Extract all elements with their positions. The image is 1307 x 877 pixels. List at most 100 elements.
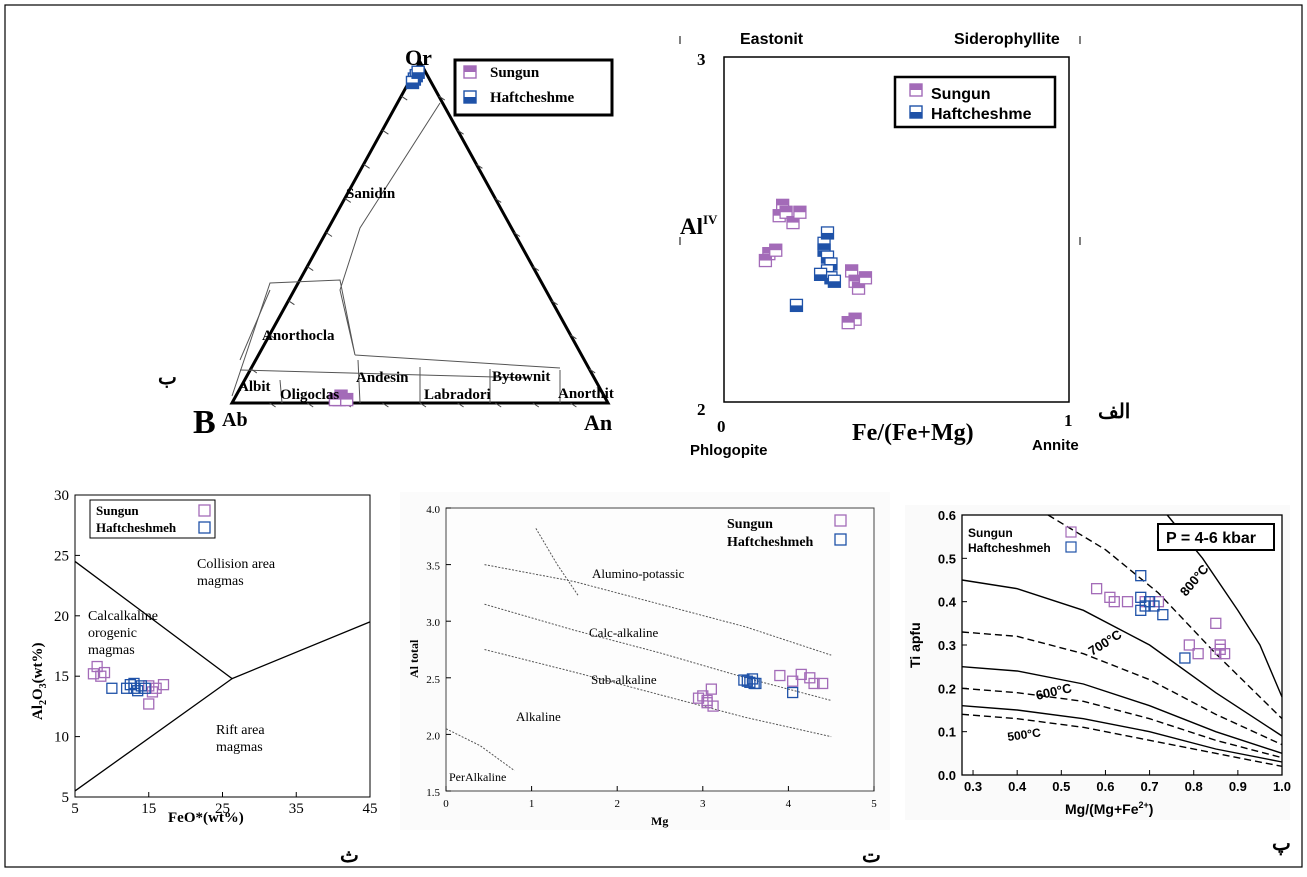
region-calc-1: Calcalkaline <box>88 609 158 624</box>
ti-y-tick-label: 0.3 <box>938 638 956 653</box>
legend-marker-sungun <box>834 514 847 527</box>
legend-marker-haftcheshmeh <box>834 533 847 546</box>
feo-point <box>143 698 155 710</box>
feo-y-axis-part: Al <box>30 705 46 720</box>
biotite-point-fill <box>762 247 775 254</box>
altotal-x-tick-label: 5 <box>871 798 877 810</box>
legend-label-sungun: Sungun <box>968 526 1013 540</box>
y-tick-3: 3 <box>697 50 706 69</box>
ternary-tick <box>532 266 540 272</box>
legend-label-sungun: Sungun <box>96 503 139 518</box>
ti-x-tick-label: 0.4 <box>1008 779 1027 794</box>
biotite-y-axis-sup: IV <box>703 212 718 227</box>
legend-label-haftcheshmeh: Haftcheshmeh <box>96 520 177 535</box>
isotherm-700 <box>961 579 1283 737</box>
panel-label-alef: الف <box>1098 401 1130 423</box>
legend-box <box>89 499 216 539</box>
biotite-y-axis-title: AlIV <box>680 212 718 239</box>
feo-point <box>128 677 140 690</box>
biotite-y-axis-main: Al <box>680 214 703 239</box>
region-sub: Sub-alkaline <box>591 672 657 687</box>
feo-plot-frame <box>74 494 371 798</box>
field-label-anorthit: Anorthit <box>558 386 614 402</box>
ti-point <box>1183 639 1195 651</box>
ternary-boundary-line <box>239 369 531 379</box>
ternary-tick <box>306 266 314 272</box>
ternary-tick <box>382 129 389 135</box>
ternary-tick <box>570 334 577 340</box>
feo-boundary-lower <box>74 678 233 792</box>
feo-y-tick-label: 30 <box>54 488 69 504</box>
ternary-tick <box>325 232 333 237</box>
region-alumino: Alumino-potassic <box>592 566 685 581</box>
biotite-point-fill <box>849 275 862 282</box>
field-label-labradori: Labradori <box>424 387 491 403</box>
feo-x-tick-label: 15 <box>141 801 156 817</box>
region-calc-2: orogenic <box>88 626 137 641</box>
altotal-x-tick-label: 0 <box>443 798 449 810</box>
feo-ticks: 5 15 25 35 45 5 10 15 20 25 30 <box>54 488 378 817</box>
feo-y-axis-part: O <box>30 688 46 700</box>
field-label-albit: Albit <box>238 379 271 395</box>
biotite-point-fill <box>852 282 865 289</box>
ti-x-tick-label: 0.3 <box>964 779 982 794</box>
feo-y-tick-label: 10 <box>54 730 69 746</box>
altotal-boundary-alumino <box>484 564 832 656</box>
feo-point <box>139 682 151 694</box>
feo-panel: 5 15 25 35 45 5 10 15 20 25 30 Collision area magm… <box>30 488 378 867</box>
altotal-boundary-calc <box>484 603 832 701</box>
ternary-field-dividers <box>279 359 561 404</box>
ternary-tick <box>382 402 389 408</box>
ternary-tick <box>400 95 408 101</box>
biotite-point-fill <box>814 274 827 281</box>
ti-point <box>1121 596 1134 608</box>
feo-x-tick-label: 45 <box>363 801 378 817</box>
ternary-tick <box>588 368 596 374</box>
label-eastonit: Eastonit <box>740 31 804 48</box>
altotal-boundary-sub <box>484 649 832 738</box>
biotite-panel: Eastonit Siderophyllite Phlogopite Annit… <box>679 31 1130 459</box>
ti-panel: 0.3 0.4 0.5 0.6 0.7 0.8 0.9 1.0 0.0 0.1 0.2 0.3 0.4 0… <box>905 505 1291 855</box>
ternary-boundary-line <box>239 289 271 361</box>
feo-point <box>124 679 136 691</box>
altotal-point <box>795 668 807 681</box>
altotal-point <box>746 673 759 685</box>
feo-point <box>146 686 159 698</box>
feo-point <box>157 679 170 691</box>
field-label-sanidin: Sanidin <box>346 186 396 202</box>
region-rift-1: Rift area <box>216 723 265 738</box>
isotherm-dashed-d <box>961 713 1283 768</box>
figure-border <box>4 4 1303 868</box>
feo-x-tick-label: 25 <box>215 801 230 817</box>
ti-point <box>1135 570 1147 582</box>
altotal-x-tick-label: 1 <box>529 798 535 810</box>
ti-x-tick-label: 0.8 <box>1185 779 1203 794</box>
feo-y-tick-label: 5 <box>62 790 70 806</box>
altotal-x-tick-label: 4 <box>786 798 792 810</box>
label-siderophyllite: Siderophyllite <box>954 31 1060 48</box>
legend-label-sungun: Sungun <box>931 86 991 103</box>
ti-y-axis-title: Ti apfu <box>907 622 923 668</box>
biotite-legend: Sungun Haftcheshme <box>893 75 1057 129</box>
legend-label-sungun: Sungun <box>490 65 540 81</box>
biotite-point-fill <box>790 305 803 312</box>
ti-x-tick-label: 0.6 <box>1096 779 1114 794</box>
altotal-y-tick-label: 3.0 <box>426 617 440 629</box>
label-annite: Annite <box>1032 437 1079 454</box>
ternary-legend: Sungun Haftcheshme <box>453 58 614 117</box>
altotal-plot-frame <box>445 507 875 792</box>
ti-point <box>1157 609 1169 621</box>
feo-y-axis-part: 2 <box>38 700 49 705</box>
biotite-point-fill <box>769 244 782 251</box>
ti-y-tick-label: 0.6 <box>938 508 956 523</box>
biotite-point-fill <box>842 316 855 323</box>
feo-points <box>87 660 170 710</box>
field-label-andesin: Andesin <box>356 370 409 386</box>
altotal-point <box>787 686 799 699</box>
field-label-bytownit: Bytownit <box>492 369 550 385</box>
legend-label-haftcheshmeh: Haftcheshmeh <box>968 541 1051 555</box>
feo-point <box>95 670 107 682</box>
panel-label-b: ب <box>158 367 177 389</box>
altotal-panel: 0 1 2 3 4 5 1.5 2.0 2.5 3.0 3.5 4.0 Alumino-potassi… <box>400 492 890 867</box>
altotal-y-tick-label: 3.5 <box>426 561 440 573</box>
